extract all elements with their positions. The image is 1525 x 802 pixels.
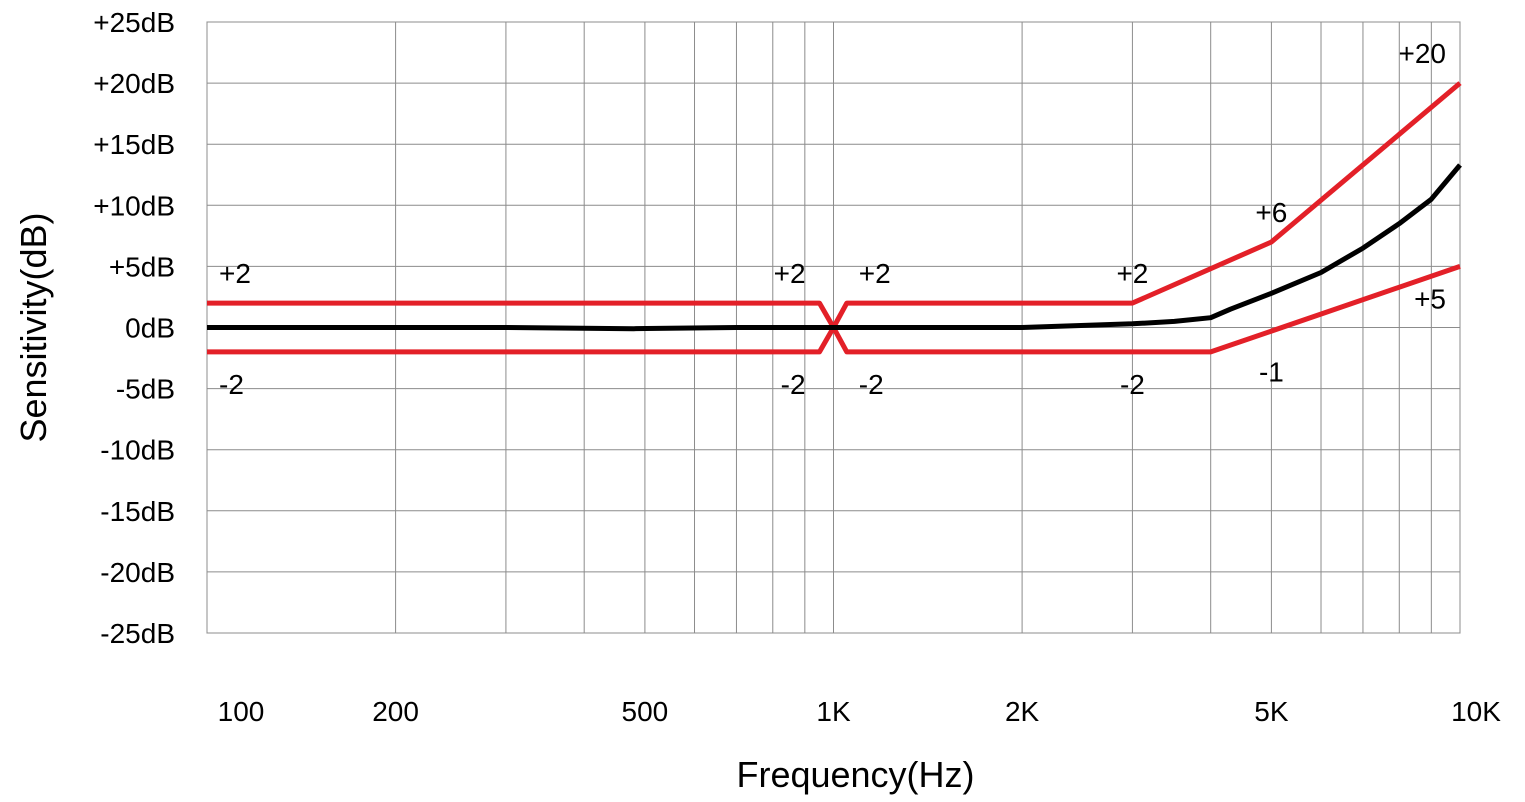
x-tick-label: 100 <box>218 696 265 727</box>
y-tick-label: -25dB <box>100 618 175 649</box>
annotation-label: +2 <box>859 258 891 289</box>
y-axis-title: Sensitivity(dB) <box>13 212 54 442</box>
series-line-1 <box>207 81 1462 330</box>
y-tick-label: +10dB <box>93 190 175 221</box>
x-tick-label: 2K <box>1005 696 1040 727</box>
annotation-label: +20 <box>1399 38 1447 69</box>
y-tick-label: -5dB <box>116 374 175 405</box>
annotation-label: -2 <box>781 369 806 400</box>
x-tick-labels: 100 200 500 1K 2K 5K 10K <box>218 696 1502 727</box>
y-tick-label: -15dB <box>100 496 175 527</box>
y-tick-label: +25dB <box>93 7 175 38</box>
x-tick-label: 5K <box>1254 696 1289 727</box>
y-tick-label: +15dB <box>93 129 175 160</box>
annotation-label: +5 <box>1414 283 1446 314</box>
y-tick-label: -10dB <box>100 435 175 466</box>
y-tick-label: 0dB <box>125 313 175 344</box>
y-tick-label: -20dB <box>100 557 175 588</box>
y-tick-label: +5dB <box>109 251 175 282</box>
y-tick-label: +20dB <box>93 68 175 99</box>
annotation-label: +6 <box>1255 197 1287 228</box>
annotation-label: +2 <box>774 258 806 289</box>
annotation-label: -2 <box>859 369 884 400</box>
annotation-label: -2 <box>1120 369 1145 400</box>
annotation-label: +2 <box>219 258 251 289</box>
x-tick-label: 1K <box>816 696 851 727</box>
annotation-label: +2 <box>1116 258 1148 289</box>
series-line-3 <box>207 163 1462 332</box>
y-tick-labels: +25dB +20dB +15dB +10dB +5dB 0dB -5dB -10dB -15d… <box>93 7 175 649</box>
x-axis-title: Frequency(Hz) <box>736 754 974 795</box>
annotation-label: -2 <box>219 369 244 400</box>
annotation-label: -1 <box>1259 357 1284 388</box>
x-tick-label: 200 <box>372 696 419 727</box>
series-layer <box>207 81 1462 355</box>
x-tick-label: 500 <box>622 696 669 727</box>
series-line-2 <box>207 264 1461 355</box>
annotations: +2 -2 +2 +2 -2 -2 +2 -2 +6 -1 +20 +5 <box>219 38 1446 400</box>
x-tick-label: 10K <box>1451 696 1501 727</box>
